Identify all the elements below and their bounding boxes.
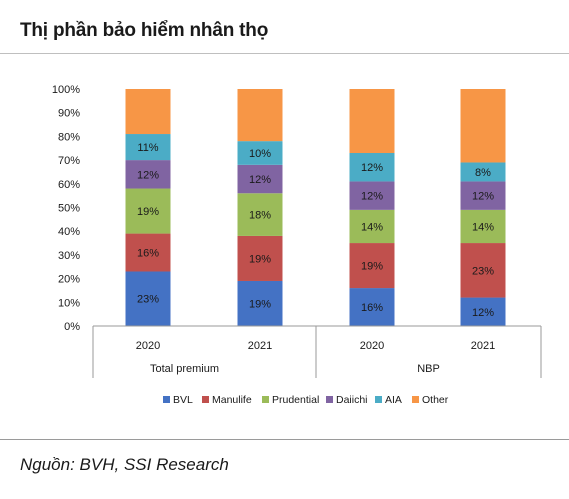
y-tick-label: 60%	[58, 179, 80, 191]
bar-segment-prudential	[460, 209, 506, 244]
legend-label: Daiichi	[336, 394, 368, 406]
data-label: 19%	[361, 261, 383, 273]
bar-segment-aia	[349, 152, 395, 182]
data-label: 23%	[137, 294, 159, 306]
bar-segment-aia	[237, 141, 283, 165]
bar-segment-manulife	[237, 235, 283, 281]
legend-swatch-manulife	[202, 396, 209, 403]
x-tick-label: 2021	[471, 340, 495, 352]
x-tick-label: 2020	[136, 340, 160, 352]
bar-segment-other	[460, 89, 506, 163]
bar-segment-other	[125, 89, 171, 135]
y-tick-label: 30%	[58, 250, 80, 262]
stacked-bar-chart: 0% 10% 20% 30% 40% 50% 60% 70% 80% 90% 100% 23% 16% 1…	[52, 84, 542, 406]
page-title: Thị phần bảo hiểm nhân thọ	[20, 20, 269, 41]
legend-swatch-daiichi	[326, 396, 333, 403]
data-label: 16%	[137, 248, 159, 260]
data-label: 10%	[249, 148, 271, 160]
data-label: 12%	[249, 174, 271, 186]
data-label: 12%	[137, 169, 159, 181]
legend-label: Manulife	[212, 394, 252, 406]
bar-segment-aia	[125, 134, 171, 161]
data-label: 19%	[249, 253, 271, 265]
legend-label: AIA	[385, 394, 402, 406]
bar-segment-daiichi	[125, 160, 171, 189]
data-label: 16%	[361, 302, 383, 314]
x-tick-label: 2020	[360, 340, 384, 352]
y-tick-label: 40%	[58, 226, 80, 238]
data-label: 12%	[472, 307, 494, 319]
bar-segment-daiichi	[237, 164, 283, 194]
bar-segment-prudential	[125, 188, 171, 234]
data-label: 19%	[137, 206, 159, 218]
divider-bottom	[0, 439, 569, 440]
legend-swatch-other	[412, 396, 419, 403]
x-group-label: Total premium	[150, 363, 219, 375]
legend-label: Prudential	[272, 394, 319, 406]
bar-segment-bvl	[349, 288, 395, 326]
y-tick-label: 100%	[52, 84, 80, 96]
legend-swatch-bvl	[163, 396, 170, 403]
bar-segment-manulife	[125, 233, 171, 272]
y-tick-label: 70%	[58, 155, 80, 167]
bar-segment-daiichi	[460, 181, 506, 210]
bar-segment-aia	[460, 162, 506, 182]
y-tick-label: 10%	[58, 297, 80, 309]
legend-label: BVL	[173, 394, 193, 406]
bar-segment-bvl	[237, 280, 283, 326]
data-label: 23%	[472, 265, 494, 277]
data-label: 12%	[361, 162, 383, 174]
y-tick-label: 20%	[58, 274, 80, 286]
bar-segment-prudential	[349, 209, 395, 244]
source-note: Nguồn: BVH, SSI Research	[20, 455, 229, 474]
data-label: 18%	[249, 210, 271, 222]
x-tick-label: 2021	[248, 340, 272, 352]
bar-segment-bvl	[460, 297, 506, 326]
legend-label: Other	[422, 394, 449, 406]
bar-segment-daiichi	[349, 181, 395, 210]
legend-swatch-aia	[375, 396, 382, 403]
bar-segment-other	[237, 89, 283, 142]
bar-segment-bvl	[125, 271, 171, 326]
y-tick-label: 0%	[64, 321, 80, 333]
bar-segment-prudential	[237, 193, 283, 236]
data-label: 12%	[361, 191, 383, 203]
y-tick-label: 50%	[58, 203, 80, 215]
data-label: 11%	[137, 142, 158, 154]
legend-swatch-prudential	[262, 396, 269, 403]
y-tick-label: 80%	[58, 131, 80, 143]
y-tick-label: 90%	[58, 108, 80, 120]
data-label: 19%	[249, 298, 271, 310]
data-label: 14%	[361, 221, 383, 233]
data-label: 12%	[472, 191, 494, 203]
divider-top	[0, 53, 569, 54]
x-group-label: NBP	[417, 363, 440, 375]
data-label: 8%	[475, 167, 491, 179]
data-label: 14%	[472, 221, 494, 233]
bar-segment-manulife	[460, 243, 506, 298]
bar-segment-manulife	[349, 243, 395, 289]
bar-segment-other	[349, 89, 395, 153]
